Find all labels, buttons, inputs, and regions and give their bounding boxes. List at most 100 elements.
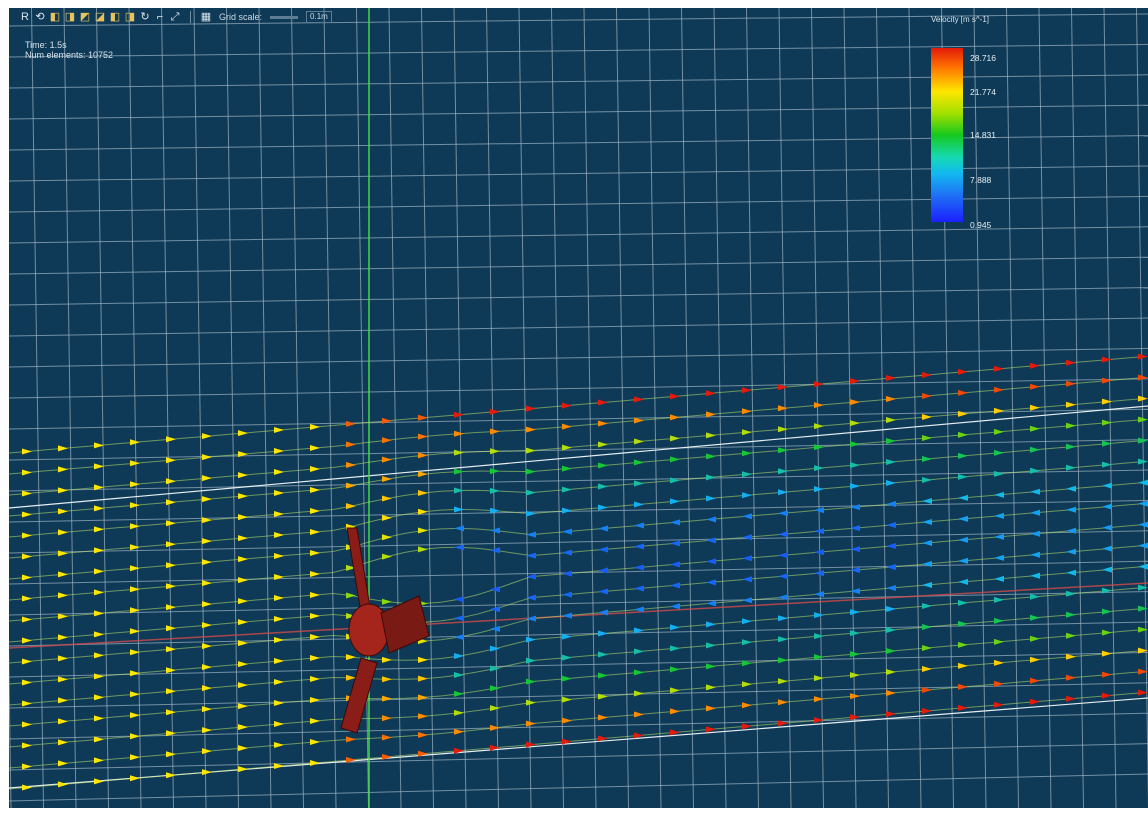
velocity-arrow xyxy=(274,469,284,476)
velocity-arrow xyxy=(922,644,932,651)
grid-scale-value[interactable]: 0.1m xyxy=(306,11,332,23)
velocity-arrow xyxy=(814,381,824,388)
velocity-arrow xyxy=(238,577,248,584)
streamline xyxy=(9,566,1144,664)
velocity-arrow xyxy=(166,520,176,527)
velocity-arrow xyxy=(922,665,932,672)
3d-viewport[interactable]: R ⟲ ◧ ◨ ◩ ◪ ◧ ◨ ↻ ⌐ ⤢ ▦ Grid scale: 0.1m… xyxy=(9,8,1148,808)
velocity-arrow xyxy=(706,684,716,691)
velocity-arrow xyxy=(526,405,536,412)
velocity-arrow xyxy=(202,538,212,545)
velocity-arrow xyxy=(166,499,176,506)
velocity-arrow xyxy=(58,718,68,725)
velocity-arrow xyxy=(94,463,104,470)
velocity-arrow xyxy=(166,772,176,779)
velocity-arrow xyxy=(418,546,428,553)
grid-scale-slider[interactable] xyxy=(270,15,299,19)
cube-view-top-icon[interactable]: ◧ xyxy=(109,11,121,23)
velocity-arrow xyxy=(382,715,392,722)
legend-tick-min: 0.945 xyxy=(970,220,992,230)
velocity-arrow xyxy=(382,676,392,683)
legend-tick-3: 14.831 xyxy=(970,130,996,140)
velocity-arrow xyxy=(562,528,572,535)
velocity-arrow xyxy=(670,561,680,568)
streamline xyxy=(9,482,1144,580)
velocity-arrow xyxy=(418,508,428,515)
velocity-arrow xyxy=(994,701,1004,708)
toolbar-divider xyxy=(190,11,191,23)
velocity-arrow xyxy=(778,678,788,685)
velocity-arrow xyxy=(742,534,752,541)
refresh-icon[interactable]: ↻ xyxy=(140,11,150,23)
measure-icon[interactable]: ⌐ xyxy=(156,11,164,23)
velocity-arrow xyxy=(850,672,860,679)
velocity-arrow xyxy=(310,570,320,577)
velocity-arrow xyxy=(706,579,716,586)
velocity-arrow xyxy=(634,501,644,508)
velocity-arrow xyxy=(310,507,320,514)
velocity-arrow xyxy=(238,682,248,689)
velocity-arrow xyxy=(130,775,140,782)
velocity-arrow xyxy=(742,660,752,667)
velocity-arrow xyxy=(814,654,824,661)
velocity-arrow xyxy=(922,560,932,567)
velocity-arrow xyxy=(562,570,572,577)
velocity-arrow xyxy=(994,638,1004,645)
velocity-arrow xyxy=(778,720,788,727)
grid-line xyxy=(616,8,629,808)
cube-view-front-icon[interactable]: ◧ xyxy=(49,11,61,23)
velocity-arrow xyxy=(130,481,140,488)
velocity-arrow xyxy=(274,763,284,770)
velocity-arrow xyxy=(490,625,500,632)
velocity-arrow xyxy=(238,493,248,500)
velocity-arrow xyxy=(598,693,608,700)
velocity-arrow xyxy=(958,536,968,543)
velocity-arrow xyxy=(886,522,896,529)
velocity-arrow xyxy=(310,528,320,535)
velocity-arrow xyxy=(1138,416,1148,423)
velocity-arrow xyxy=(598,441,608,448)
velocity-arrow xyxy=(706,516,716,523)
velocity-arrow xyxy=(850,567,860,574)
x-axis-line xyxy=(9,582,1148,649)
velocity-arrow xyxy=(778,384,788,391)
reset-view-button[interactable]: R xyxy=(21,11,29,23)
velocity-arrow xyxy=(634,711,644,718)
velocity-arrow xyxy=(490,586,500,593)
grid-line xyxy=(9,226,1148,244)
velocity-arrow xyxy=(310,654,320,661)
grid-line xyxy=(193,8,207,808)
velocity-arrow xyxy=(454,671,464,678)
velocity-arrow xyxy=(886,606,896,613)
cube-view-right-icon[interactable]: ◪ xyxy=(94,11,106,23)
velocity-arrow xyxy=(130,754,140,761)
velocity-arrow xyxy=(562,696,572,703)
velocity-arrow xyxy=(418,489,428,496)
velocity-arrow xyxy=(238,556,248,563)
velocity-arrow xyxy=(454,747,464,754)
cube-view-back-icon[interactable]: ◨ xyxy=(64,11,76,23)
velocity-arrow xyxy=(562,654,572,661)
grid-line xyxy=(291,8,304,808)
velocity-arrow xyxy=(1030,530,1040,537)
element-count-readout: Num elements: 10752 xyxy=(25,50,114,60)
velocity-arrow xyxy=(814,507,824,514)
velocity-arrow xyxy=(22,595,32,602)
velocity-arrow xyxy=(490,428,500,435)
velocity-arrow xyxy=(202,685,212,692)
cube-view-bottom-icon[interactable]: ◨ xyxy=(124,11,136,23)
grid-line xyxy=(128,8,142,808)
velocity-arrow xyxy=(94,715,104,722)
velocity-arrow xyxy=(814,675,824,682)
velocity-arrow xyxy=(22,553,32,560)
velocity-arrow xyxy=(886,438,896,445)
rotate-view-icon[interactable]: ⟲ xyxy=(35,11,45,23)
velocity-arrow xyxy=(598,399,608,406)
expand-icon[interactable]: ⤢ xyxy=(170,11,180,23)
velocity-arrow xyxy=(1066,569,1076,576)
velocity-arrow xyxy=(418,675,428,682)
velocity-arrow xyxy=(922,476,932,483)
velocity-arrow xyxy=(202,517,212,524)
cube-view-left-icon[interactable]: ◩ xyxy=(79,11,91,23)
grid-icon[interactable]: ▦ xyxy=(200,11,212,23)
